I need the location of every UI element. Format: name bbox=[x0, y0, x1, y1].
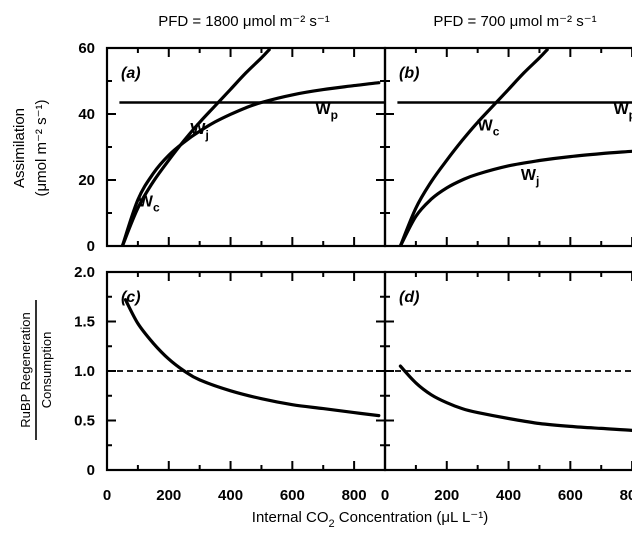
y-tick-label: 0.5 bbox=[74, 413, 95, 430]
curve-label-main: W bbox=[478, 118, 494, 135]
ylabel-bottom-line1: RuBP Regeneration bbox=[18, 312, 33, 427]
panel-tag: (b) bbox=[399, 65, 419, 82]
curve-label-main: W bbox=[614, 101, 630, 118]
curve-label-Wc: Wc bbox=[138, 193, 160, 214]
curve-label-Wj: Wj bbox=[521, 167, 539, 188]
series-ratio-line bbox=[398, 364, 632, 432]
panel-a-title: PFD = 1800 μmol m⁻² s⁻¹ bbox=[158, 13, 330, 30]
x-tick-label: 600 bbox=[280, 487, 305, 504]
y-tick-label: 40 bbox=[78, 106, 95, 123]
curve-label-subscript: c bbox=[493, 125, 500, 139]
series-Wj-line bbox=[120, 81, 381, 246]
y-tick-label: 20 bbox=[78, 172, 95, 189]
curve-label-Wj: Wj bbox=[190, 121, 208, 142]
panel-d: 0 200 400 600 800 (d) bbox=[381, 270, 632, 504]
panel-frame bbox=[383, 46, 632, 248]
x-tick-label: 0 bbox=[103, 487, 111, 504]
ylabel-top-line2: (μmol m⁻² s⁻¹) bbox=[33, 100, 50, 197]
x-tick-label: 200 bbox=[434, 487, 459, 504]
panel-frame bbox=[105, 46, 387, 248]
curve-label-main: W bbox=[190, 121, 206, 138]
y-tick-label: 2.0 bbox=[74, 264, 95, 281]
x-tick-label: 600 bbox=[558, 487, 583, 504]
series-Wj-line bbox=[398, 149, 632, 246]
series-Wc-line bbox=[120, 48, 271, 246]
xlabel-subscript: 2 bbox=[329, 518, 335, 530]
curve-label-subscript: c bbox=[153, 200, 160, 214]
curve-label-Wc: Wc bbox=[478, 118, 500, 139]
x-tick-label: 200 bbox=[156, 487, 181, 504]
x-tick-label: 400 bbox=[218, 487, 243, 504]
y-tick-label: 1.0 bbox=[74, 363, 95, 380]
y-tick-label: 0 bbox=[87, 462, 95, 479]
panel-tag: (d) bbox=[399, 289, 419, 306]
xlabel-prefix: Internal CO bbox=[252, 509, 329, 526]
x-tick-label: 0 bbox=[381, 487, 389, 504]
curve-label-subscript: j bbox=[205, 128, 209, 142]
curve-label-Wp: Wp bbox=[316, 101, 338, 122]
curve-label-subscript: j bbox=[535, 174, 539, 188]
x-tick-label: 800 bbox=[620, 487, 632, 504]
panel-tag: (c) bbox=[121, 289, 141, 306]
panel-tag: (a) bbox=[121, 65, 141, 82]
ylabel-top-line1: Assimilation bbox=[11, 108, 28, 188]
curve-label-Wp: Wp bbox=[614, 101, 632, 122]
y-tick-label: 0 bbox=[87, 238, 95, 255]
curve-label-main: W bbox=[138, 193, 154, 210]
curve-label-subscript: p bbox=[331, 108, 338, 122]
curve-label-main: W bbox=[521, 167, 537, 184]
curve-label-subscript: p bbox=[629, 108, 632, 122]
xlabel-suffix: Concentration (μL L⁻¹) bbox=[335, 509, 489, 526]
panel-b-title: PFD = 700 μmol m⁻² s⁻¹ bbox=[433, 13, 596, 30]
curve-label-main: W bbox=[316, 101, 332, 118]
x-tick-label: 800 bbox=[342, 487, 367, 504]
panel-c: 0 200 400 600 800 0 0.5 1.0 1.5 2.0 (c) bbox=[74, 264, 387, 504]
xlabel: Internal CO2 Concentration (μL L⁻¹) bbox=[252, 509, 488, 530]
ylabel-bottom-line2: Consumption bbox=[39, 332, 54, 409]
series-ratio-line bbox=[123, 298, 381, 418]
series-Wc-line bbox=[398, 48, 549, 246]
x-tick-label: 400 bbox=[496, 487, 521, 504]
y-tick-label: 1.5 bbox=[74, 314, 95, 331]
y-tick-label: 60 bbox=[78, 40, 95, 57]
